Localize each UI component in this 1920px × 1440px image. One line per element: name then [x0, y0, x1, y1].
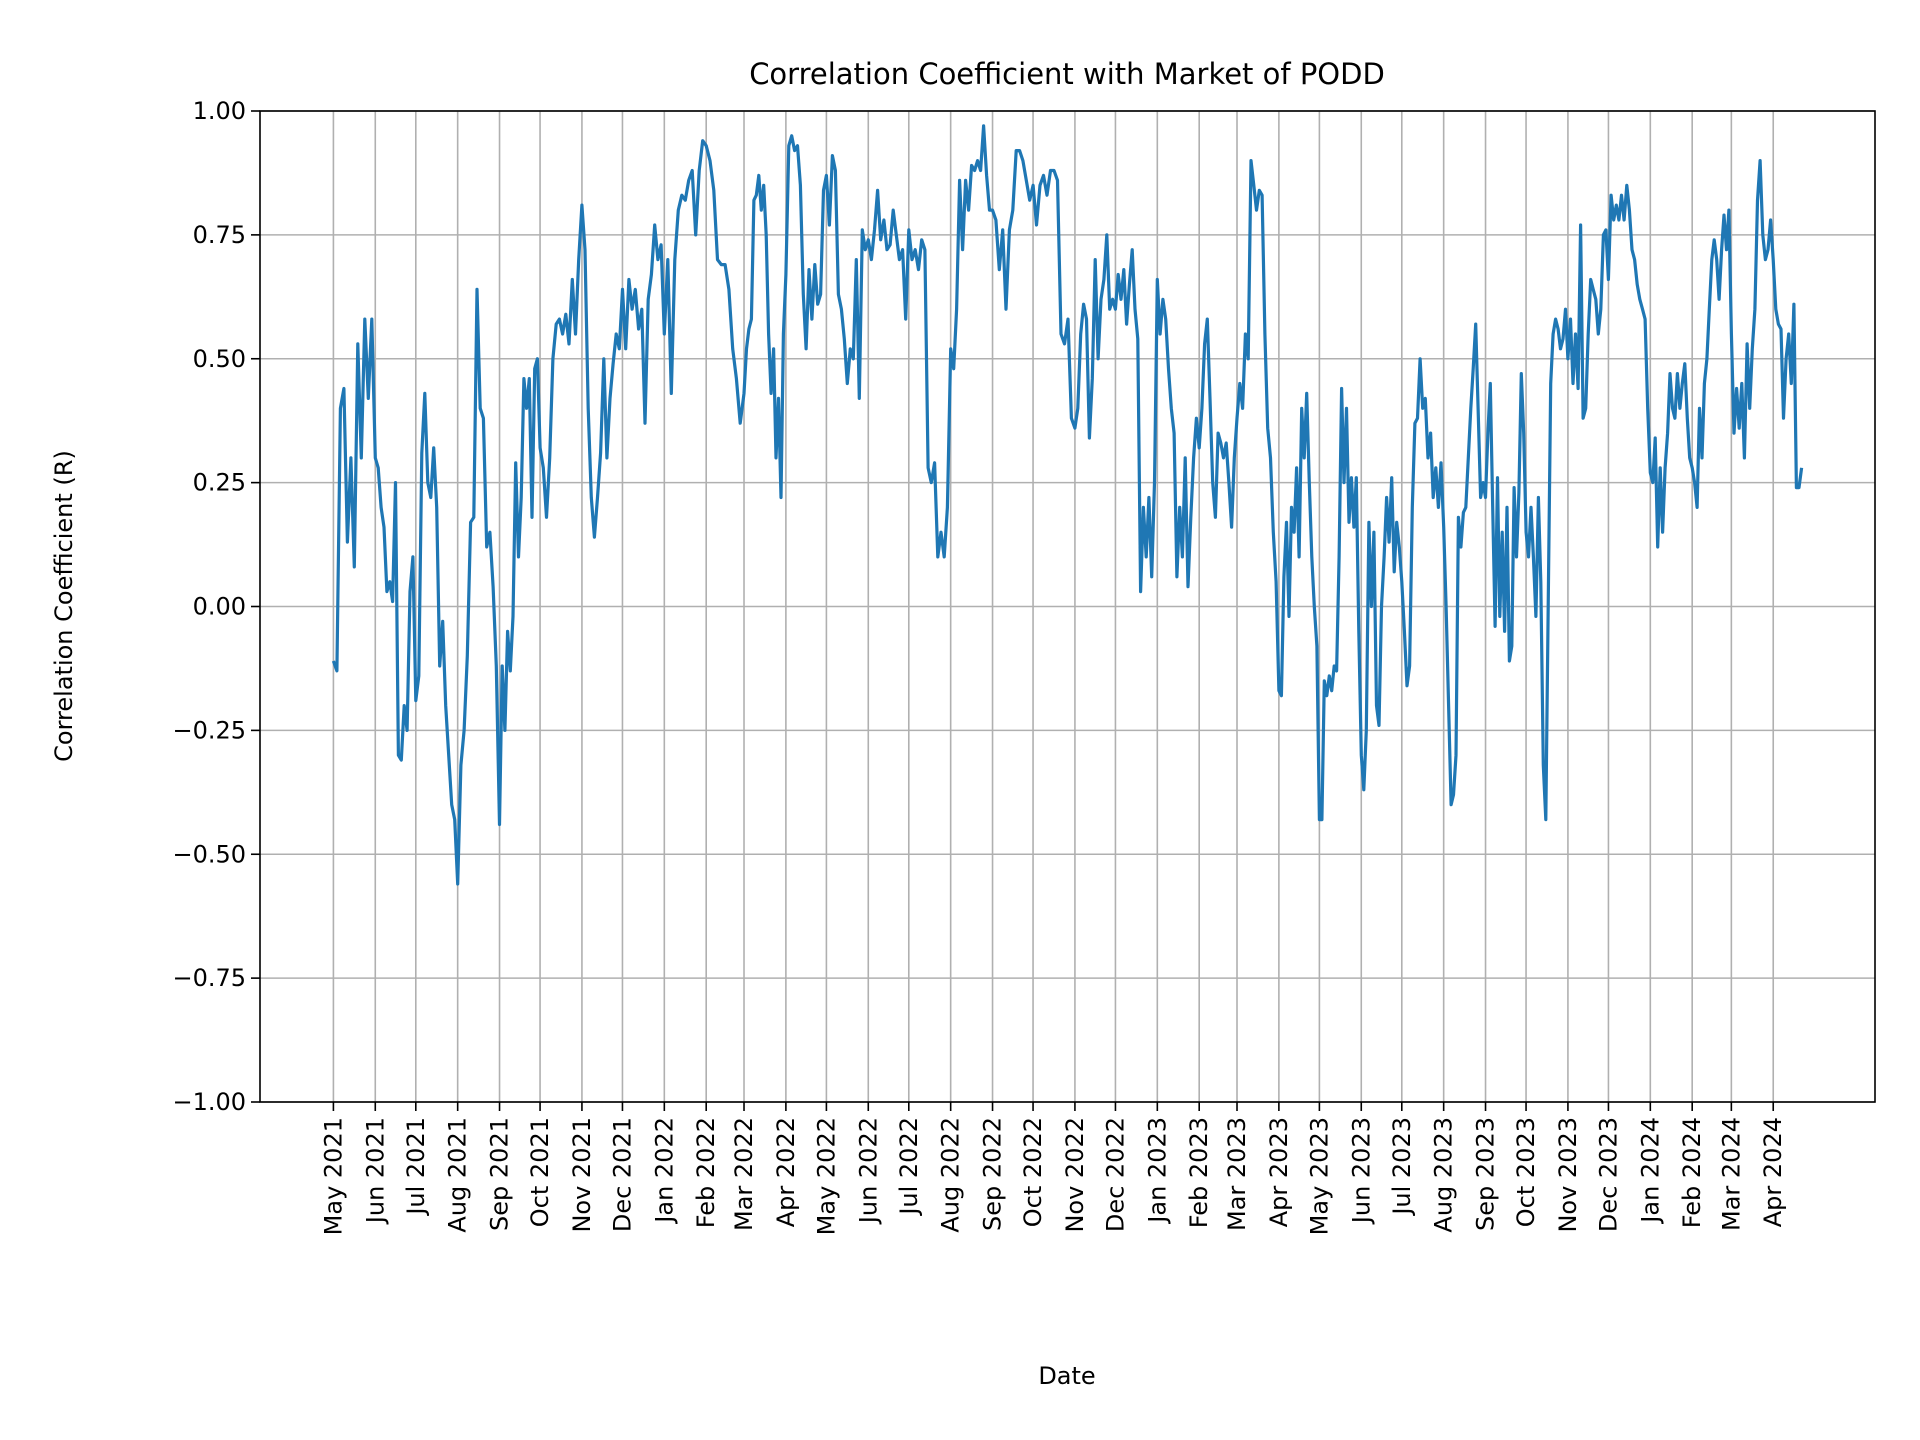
y-tick-label: 1.00	[193, 97, 246, 125]
y-axis-label: Correlation Coefficient (R)	[50, 450, 78, 762]
x-tick-label: May 2021	[319, 1117, 347, 1235]
y-tick-label: 0.50	[193, 345, 246, 373]
series-group	[331, 124, 1804, 886]
x-tick-label: Feb 2022	[692, 1117, 720, 1228]
x-tick-label: Jul 2021	[402, 1117, 430, 1217]
x-tick-label: Mar 2022	[730, 1117, 758, 1231]
y-tick-label: 0.00	[193, 593, 246, 621]
x-tick-label: Jul 2022	[895, 1117, 923, 1217]
x-tick-label: Feb 2024	[1678, 1117, 1706, 1228]
x-tick-label: Jan 2023	[1143, 1117, 1171, 1225]
x-axis: May 2021 Jun 2021 Jul 2021 Aug 2021 Sep 2021…	[319, 1102, 1787, 1235]
x-tick-label: Nov 2021	[568, 1117, 596, 1233]
x-tick-label: Nov 2022	[1061, 1117, 1089, 1233]
x-tick-label: Sep 2022	[979, 1117, 1007, 1231]
x-tick-label: Jun 2023	[1347, 1117, 1375, 1225]
x-axis-label: Date	[1038, 1362, 1095, 1390]
y-tick-label: −0.25	[172, 716, 246, 744]
x-tick-label: Jan 2022	[650, 1117, 678, 1225]
y-tick-label: −0.75	[172, 964, 246, 992]
y-tick-label: 0.75	[193, 221, 246, 249]
y-tick-label: −1.00	[172, 1088, 246, 1116]
x-tick-label: Sep 2021	[486, 1117, 514, 1231]
x-tick-label: Aug 2022	[937, 1117, 965, 1233]
x-tick-label: Dec 2021	[608, 1117, 636, 1232]
x-tick-label: Oct 2021	[526, 1117, 554, 1227]
x-tick-label: Aug 2021	[444, 1117, 472, 1233]
y-tick-label: 0.25	[193, 469, 246, 497]
x-tick-label: Jan 2024	[1636, 1117, 1664, 1225]
x-tick-label: Jun 2021	[361, 1117, 389, 1225]
x-tick-label: Sep 2023	[1472, 1117, 1500, 1231]
x-tick-label: Apr 2024	[1759, 1117, 1787, 1227]
x-tick-label: Mar 2024	[1717, 1117, 1745, 1231]
x-tick-label: Jul 2023	[1388, 1117, 1416, 1217]
x-tick-label: Apr 2022	[772, 1117, 800, 1227]
grid	[260, 110, 1875, 1103]
y-tick-label: −0.50	[172, 840, 246, 868]
x-tick-label: May 2023	[1305, 1117, 1333, 1235]
x-tick-label: Mar 2023	[1223, 1117, 1251, 1231]
x-tick-label: Dec 2023	[1594, 1117, 1622, 1232]
correlation-line	[331, 124, 1804, 886]
x-tick-label: May 2022	[812, 1117, 840, 1235]
x-tick-label: Oct 2023	[1512, 1117, 1540, 1227]
y-axis: 1.00 0.75 0.50 0.25 0.00 −0.25 −0.50 −0.75 −1.00	[172, 97, 260, 1116]
x-tick-label: Jun 2022	[854, 1117, 882, 1225]
x-tick-label: Feb 2023	[1185, 1117, 1213, 1228]
x-tick-label: Nov 2023	[1554, 1117, 1582, 1233]
x-tick-label: Apr 2023	[1265, 1117, 1293, 1227]
chart-title: Correlation Coefficient with Market of P…	[749, 57, 1385, 91]
x-tick-label: Dec 2022	[1101, 1117, 1129, 1232]
x-tick-label: Aug 2023	[1430, 1117, 1458, 1233]
x-tick-label: Oct 2022	[1019, 1117, 1047, 1227]
